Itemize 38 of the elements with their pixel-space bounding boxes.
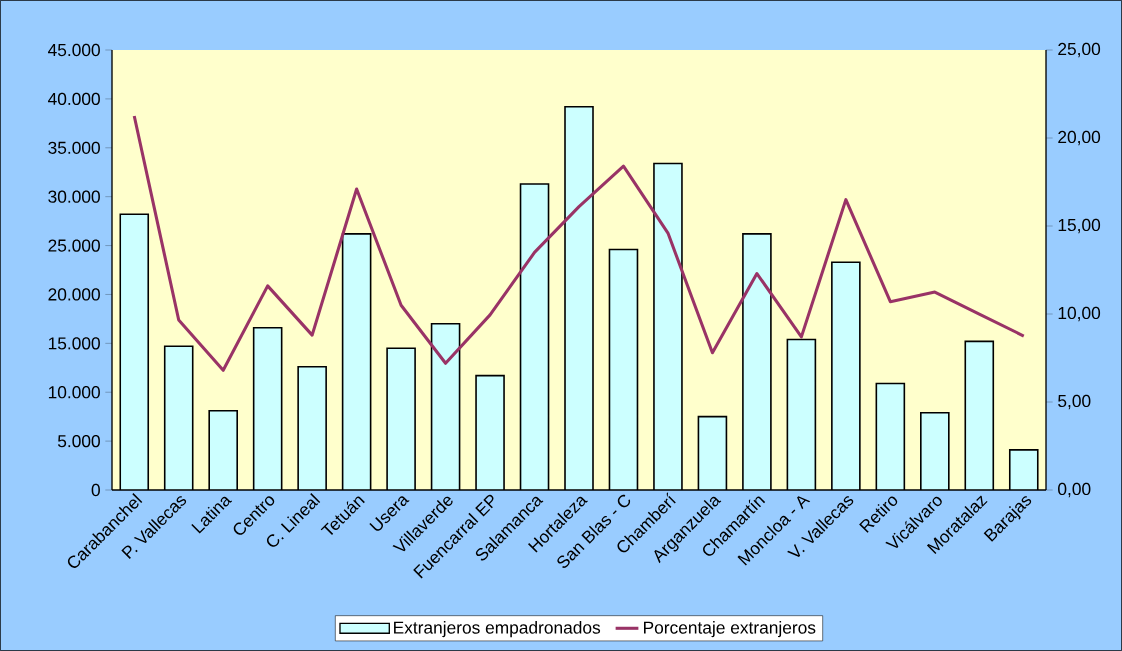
y-tick-label: 45.000 — [48, 43, 100, 57]
bar — [653, 163, 682, 491]
y2-tick-label: 15,00 — [1058, 218, 1101, 234]
bar — [253, 327, 282, 491]
bar — [698, 416, 727, 491]
bar — [120, 214, 149, 491]
y2-tick-label: 10,00 — [1058, 306, 1101, 322]
y-tick-label: 15.000 — [48, 337, 100, 350]
y-tick-label: 20.000 — [48, 288, 100, 301]
y-tick-label: 40.000 — [48, 92, 100, 106]
y-tick-label: 30.000 — [48, 190, 100, 203]
y2-tick-label: 20,00 — [1058, 130, 1101, 146]
bar — [876, 383, 905, 491]
bar — [298, 366, 327, 491]
bar — [831, 262, 860, 491]
bar — [209, 410, 238, 491]
bar — [742, 233, 771, 491]
y2-tick-label: 0,00 — [1058, 482, 1091, 498]
bar — [565, 106, 593, 491]
bar — [520, 183, 549, 491]
line-series — [132, 114, 1026, 372]
bar — [431, 323, 460, 491]
bar — [965, 341, 994, 491]
y-tick-label: 25.000 — [48, 239, 100, 252]
y2-tick-label: 5,00 — [1058, 394, 1091, 410]
bar — [476, 375, 505, 491]
bar — [787, 339, 816, 491]
y-tick-label: 10.000 — [48, 386, 100, 399]
bar — [387, 348, 416, 491]
y-tick-label: 35.000 — [48, 141, 100, 154]
bar — [164, 346, 193, 491]
bar — [342, 233, 371, 491]
y2-tick-label: 25,00 — [1058, 42, 1101, 58]
bar — [609, 249, 638, 491]
bar — [920, 412, 949, 491]
legend-label: Porcentaje extranjeros — [644, 621, 816, 638]
legend-label: Extranjeros empadronados — [394, 621, 601, 638]
y-tick-label: 5.000 — [57, 434, 100, 448]
